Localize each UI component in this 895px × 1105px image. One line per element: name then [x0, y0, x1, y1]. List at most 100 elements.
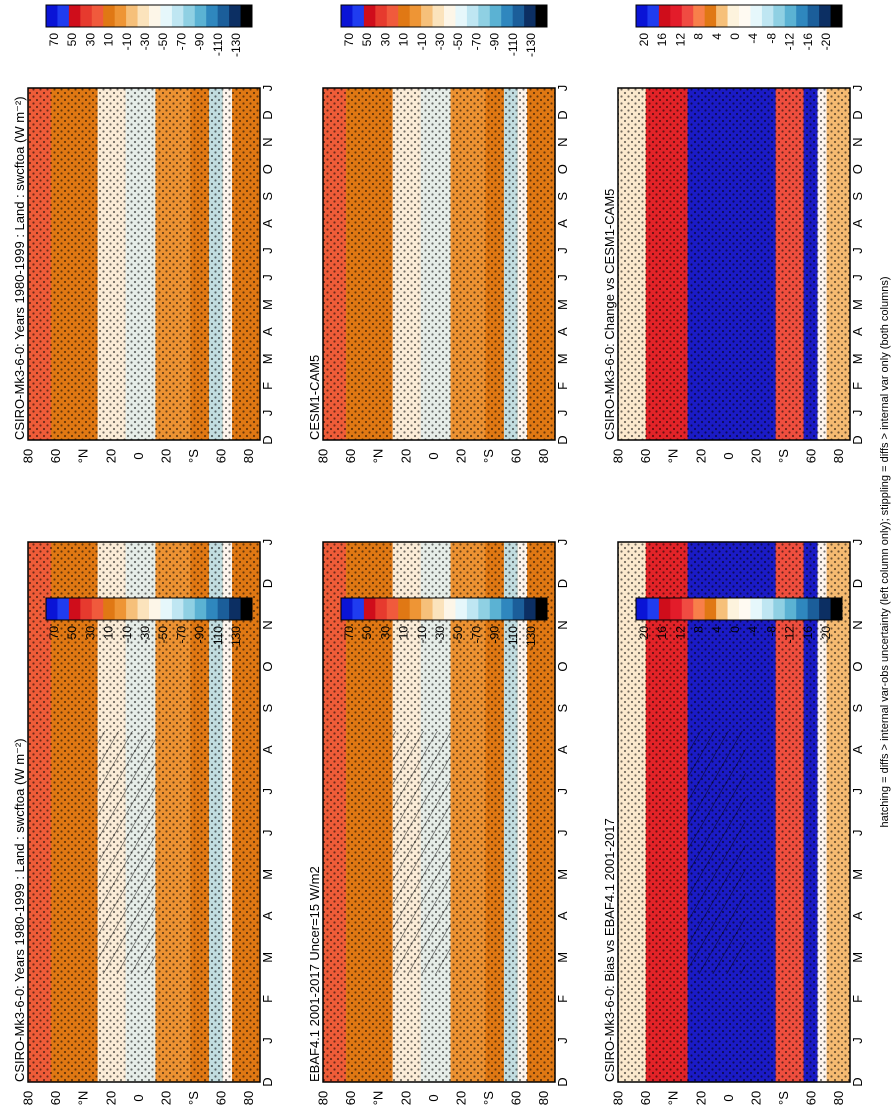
colorbar-tick-label: 50 [65, 626, 79, 640]
month-tick-label: A [555, 327, 570, 336]
month-tick-label: A [850, 745, 865, 754]
colorbar-swatch [636, 598, 648, 620]
colorbar-swatch [830, 598, 843, 620]
colorbar-tick-label: 30 [83, 626, 97, 640]
lat-tick-label: °N [371, 1091, 386, 1105]
month-tick-label: J [260, 247, 275, 254]
month-tick-label: A [260, 911, 275, 920]
lat-tick-label: 60 [343, 1091, 358, 1105]
colorbar-swatch [489, 5, 502, 27]
colorbar-tick-label: -16 [801, 626, 815, 644]
month-tick-label: D [555, 110, 570, 119]
colorbar-swatch [455, 598, 468, 620]
lat-tick-label: 20 [398, 449, 413, 463]
month-tick-label: J [555, 410, 570, 417]
colorbar-swatch [693, 5, 706, 27]
month-tick-label: D [260, 579, 275, 588]
colorbar-swatch [658, 598, 671, 620]
colorbar-swatch [739, 598, 751, 620]
month-tick-label: J [850, 1037, 865, 1044]
month-tick-label: M [260, 952, 275, 963]
month-tick-label: J [850, 274, 865, 281]
colorbar-tick-label: -30 [433, 626, 447, 644]
month-tick-label: J [850, 85, 865, 92]
lat-tick-label: 20 [103, 449, 118, 463]
lat-tick-label: °S [186, 449, 201, 463]
month-tick-label: N [260, 137, 275, 146]
month-tick-label: N [850, 137, 865, 146]
month-tick-label: D [850, 110, 865, 119]
colorbar-tick-label: -110 [211, 626, 225, 649]
colorbar-swatch [819, 598, 832, 620]
month-tick-label: D [850, 435, 865, 444]
colorbar-swatch [183, 5, 196, 27]
month-tick-label: A [260, 745, 275, 754]
colorbar-swatch [375, 5, 388, 27]
month-tick-label: O [260, 662, 275, 672]
colorbar-tick-label: 10 [397, 626, 411, 640]
panels-layer: 80 60 °N 20 0 20 °S 60 80DJFMAMJJASONDJCSIRO-Mk3… [12, 4, 865, 1105]
colorbar-swatch [398, 598, 411, 620]
colorbar-swatch [830, 5, 843, 27]
colorbar-tick-label: -90 [488, 33, 502, 51]
colorbar-tick-label: 20 [637, 626, 651, 640]
colorbar-swatch [501, 598, 514, 620]
month-tick-label: M [260, 299, 275, 310]
colorbar-tick-label: -50 [156, 626, 170, 644]
colorbar-swatch [137, 5, 150, 27]
colorbar-swatch [240, 598, 253, 620]
lat-tick-label: 20 [693, 1091, 708, 1105]
month-tick-label: J [555, 247, 570, 254]
month-tick-label: J [555, 830, 570, 837]
month-tick-label: A [260, 327, 275, 336]
colorbar-tick-label: -30 [138, 626, 152, 644]
month-tick-label: D [555, 435, 570, 444]
colorbar-swatch [636, 5, 648, 27]
month-tick-label: S [260, 703, 275, 712]
colorbar-swatch [716, 598, 729, 620]
panel-frame [322, 541, 556, 1083]
lat-tick-label: 80 [316, 449, 331, 463]
panel-title: CSIRO-Mk3-6-0: Change vs CESM1-CAM5 [602, 189, 617, 440]
colorbar-tick-label: 70 [47, 626, 61, 640]
colorbar-swatch [160, 598, 173, 620]
month-tick-label: J [260, 788, 275, 795]
month-tick-label: S [850, 192, 865, 201]
month-tick-label: J [850, 788, 865, 795]
lat-tick-label: 20 [693, 449, 708, 463]
month-tick-label: M [850, 869, 865, 880]
colorbar-tick-label: -30 [433, 33, 447, 51]
lat-tick-label: 80 [831, 1091, 846, 1105]
colorbar-tick-label: 70 [342, 33, 356, 47]
colorbar-swatch [217, 598, 230, 620]
lat-tick-label: 80 [536, 1091, 551, 1105]
colorbar-swatch [784, 5, 797, 27]
month-tick-label: O [850, 662, 865, 672]
lat-tick-label: 80 [241, 1091, 256, 1105]
colorbar-tick-label: 8 [692, 626, 706, 633]
lat-tick-label: 80 [316, 1091, 331, 1105]
lat-tick-label: 20 [453, 1091, 468, 1105]
colorbar-tick-label: 4 [710, 33, 724, 40]
panel-frame [617, 87, 851, 441]
colorbar-tick-label: -4 [746, 33, 760, 44]
colorbar: 20 16 12 8 4 0 -4 -8 -12 -16 -20 [635, 597, 843, 644]
colorbar-swatch [670, 5, 683, 27]
panel-bot-left: 80 60 °N 20 0 20 °S 60 80DJFMAMJJASONDJCSIRO-Mk3… [602, 539, 865, 1105]
month-tick-label: J [850, 830, 865, 837]
lat-tick-label: 60 [213, 1091, 228, 1105]
colorbar-tick-label: -12 [783, 33, 797, 51]
colorbar-tick-label: 70 [47, 33, 61, 47]
colorbar-swatch [761, 598, 774, 620]
colorbar-swatch [363, 5, 376, 27]
month-tick-label: A [555, 219, 570, 228]
month-tick-label: J [260, 1037, 275, 1044]
colorbar-swatch [46, 5, 58, 27]
colorbar-swatch [194, 598, 207, 620]
lat-tick-label: °N [76, 449, 91, 464]
colorbar-tick-label: 50 [65, 33, 79, 47]
month-tick-label: D [850, 1077, 865, 1086]
month-tick-label: M [555, 299, 570, 310]
colorbar-tick-label: 30 [83, 33, 97, 47]
colorbar-swatch [91, 598, 104, 620]
